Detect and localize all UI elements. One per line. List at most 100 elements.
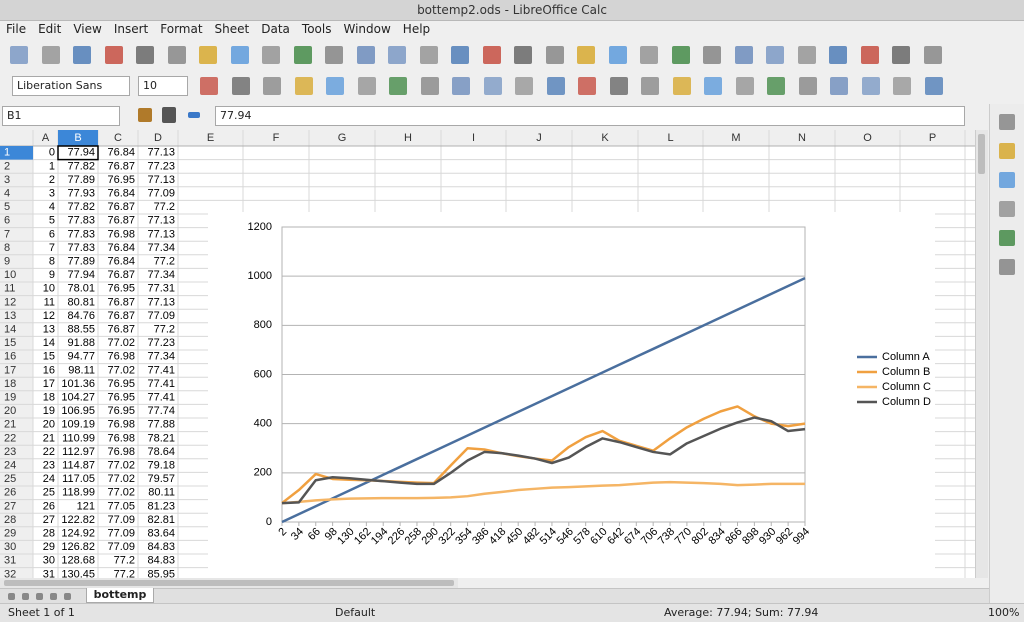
menu-item[interactable]: Format <box>160 22 203 36</box>
toolbar-button[interactable] <box>73 46 91 64</box>
toolbar-button[interactable] <box>546 77 565 95</box>
toolbar-button[interactable] <box>578 77 596 95</box>
toolbar-button[interactable] <box>200 77 218 95</box>
cell: 104.27 <box>61 392 95 404</box>
toolbar-button[interactable] <box>231 77 250 95</box>
cell: 77.83 <box>67 242 95 254</box>
toolbar-button[interactable] <box>262 46 280 64</box>
toolbar-button[interactable] <box>420 77 439 95</box>
row-header: 9 <box>4 256 10 268</box>
toolbar-button[interactable] <box>515 77 533 95</box>
toolbar-button[interactable] <box>357 77 376 95</box>
toolbar-button[interactable] <box>861 77 880 95</box>
toolbar-button[interactable] <box>641 77 659 95</box>
toolbar-button[interactable] <box>263 77 281 95</box>
tab-nav-button[interactable] <box>50 593 57 600</box>
row-header: 18 <box>4 378 16 390</box>
tab-nav-button[interactable] <box>36 593 43 600</box>
toolbar-button[interactable] <box>608 46 627 64</box>
menu-item[interactable]: Insert <box>113 22 149 36</box>
menu-item[interactable]: Tools <box>301 22 332 36</box>
menu-item[interactable]: Help <box>402 22 431 36</box>
toolbar-button[interactable] <box>483 77 502 95</box>
toolbar-button[interactable] <box>514 46 532 64</box>
toolbar-button[interactable] <box>389 77 407 95</box>
menu-item[interactable]: Edit <box>38 22 62 36</box>
toolbar-button[interactable] <box>704 77 722 95</box>
menu-item[interactable]: Data <box>261 22 290 36</box>
toolbar-button[interactable] <box>703 46 721 64</box>
menu-item[interactable]: Sheet <box>214 22 250 36</box>
toolbar-button[interactable] <box>326 77 344 95</box>
cell: 17 <box>43 378 55 390</box>
sidebar-button[interactable] <box>999 230 1015 246</box>
scroll-thumb[interactable] <box>4 580 454 586</box>
toolbar-button[interactable] <box>829 46 847 64</box>
toolbar-button[interactable] <box>10 46 28 64</box>
toolbar-button[interactable] <box>860 46 879 64</box>
cell: 77.41 <box>147 364 175 376</box>
toolbar-button[interactable] <box>893 77 911 95</box>
toolbar-button[interactable] <box>482 46 501 64</box>
menu-item[interactable]: View <box>73 22 102 36</box>
toolbar-button[interactable] <box>766 46 784 64</box>
row-header: 17 <box>4 364 16 376</box>
toolbar-button[interactable] <box>294 77 313 95</box>
toolbar-button[interactable] <box>136 46 154 64</box>
tab-nav-button[interactable] <box>22 593 29 600</box>
column-header: A <box>42 132 50 144</box>
toolbar-button[interactable] <box>325 46 343 64</box>
toolbar-button[interactable] <box>41 46 60 64</box>
toolbar-button[interactable] <box>293 46 312 64</box>
toolbar-button[interactable] <box>797 46 816 64</box>
toolbar-button[interactable] <box>640 46 658 64</box>
standard-toolbar <box>0 40 985 70</box>
zoom-level[interactable]: 100% <box>988 606 1020 619</box>
toolbar-button[interactable] <box>388 46 406 64</box>
sidebar-button[interactable] <box>999 114 1015 130</box>
column-header: I <box>472 132 475 144</box>
tab-nav-button[interactable] <box>64 593 71 600</box>
tab-nav-button[interactable] <box>8 593 15 600</box>
toolbar-button[interactable] <box>671 46 690 64</box>
cell: 77.2 <box>114 568 135 578</box>
menu-item[interactable]: Window <box>343 22 391 36</box>
sum-icon[interactable] <box>162 107 176 123</box>
toolbar-button[interactable] <box>356 46 375 64</box>
function-wizard-icon[interactable] <box>138 108 152 122</box>
toolbar-button[interactable] <box>892 46 910 64</box>
toolbar-button[interactable] <box>545 46 564 64</box>
toolbar-button[interactable] <box>830 77 848 95</box>
toolbar-button[interactable] <box>767 77 785 95</box>
horizontal-scrollbar[interactable] <box>0 578 458 588</box>
font-size-box[interactable]: 10 <box>138 76 188 96</box>
scroll-thumb[interactable] <box>978 134 985 174</box>
sheet-tab[interactable]: bottemp <box>86 588 154 603</box>
toolbar-button[interactable] <box>734 46 753 64</box>
toolbar-button[interactable] <box>167 46 186 64</box>
toolbar-button[interactable] <box>672 77 691 95</box>
name-box[interactable]: B1 <box>2 106 120 126</box>
toolbar-button[interactable] <box>798 77 817 95</box>
toolbar-button[interactable] <box>230 46 249 64</box>
toolbar-button[interactable] <box>451 46 469 64</box>
toolbar-button[interactable] <box>577 46 595 64</box>
formula-icon[interactable] <box>188 112 200 118</box>
toolbar-button[interactable] <box>923 46 942 64</box>
toolbar-button[interactable] <box>924 77 943 95</box>
toolbar-button[interactable] <box>609 77 628 95</box>
sidebar-button[interactable] <box>999 201 1015 217</box>
cell: 84.76 <box>67 310 95 322</box>
toolbar-button[interactable] <box>104 46 123 64</box>
formula-input[interactable]: 77.94 <box>215 106 965 126</box>
toolbar-button[interactable] <box>735 77 754 95</box>
vertical-scrollbar[interactable] <box>975 130 988 578</box>
toolbar-button[interactable] <box>199 46 217 64</box>
toolbar-button[interactable] <box>419 46 438 64</box>
sidebar-button[interactable] <box>999 143 1015 159</box>
menu-item[interactable]: File <box>6 22 27 36</box>
sidebar-button[interactable] <box>999 172 1015 188</box>
font-name-box[interactable]: Liberation Sans <box>12 76 130 96</box>
sidebar-button[interactable] <box>999 259 1015 275</box>
toolbar-button[interactable] <box>452 77 470 95</box>
